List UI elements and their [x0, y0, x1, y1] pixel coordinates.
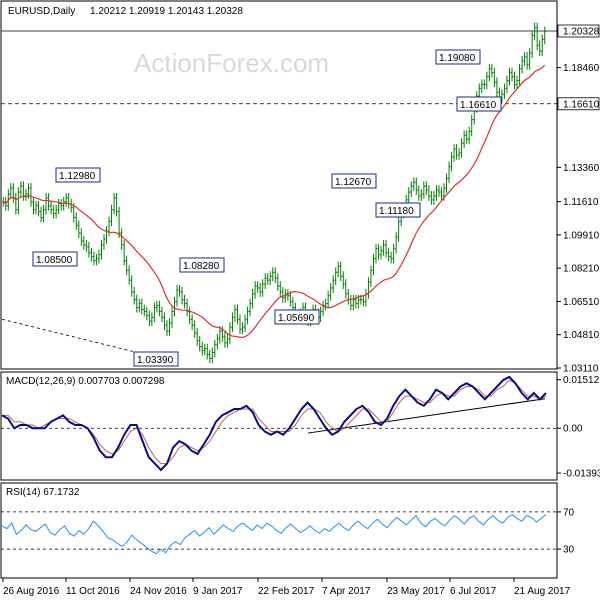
macd-axis-label: -0.013938	[563, 469, 600, 480]
annotation-box	[331, 173, 377, 189]
price-axis-label: 1.06510	[563, 297, 600, 308]
annotation-box	[274, 309, 320, 325]
annotation-label: 1.08280	[183, 261, 220, 272]
price-axis-label: 1.16610	[563, 99, 600, 110]
macd-title: MACD(12,26,9) 0.007703 0.007298	[6, 376, 165, 387]
rsi-indicator: 70 30	[1, 507, 575, 556]
annotation-box	[435, 49, 481, 65]
annotation-label: 1.05690	[278, 313, 315, 324]
rsi-title: RSI(14) 67.1732	[6, 487, 80, 498]
time-axis-label: 24 Nov 2016	[130, 586, 187, 597]
symbol-label: EURUSD,Daily	[8, 6, 75, 17]
annotation-label: 1.08500	[36, 255, 73, 266]
candles	[2, 22, 546, 364]
annotation-box	[456, 96, 502, 112]
rsi-axis-label: 70	[563, 507, 575, 518]
macd-trend-line	[307, 398, 546, 434]
price-axis-label: 1.11610	[563, 197, 599, 208]
macd-signal-line	[2, 379, 547, 465]
price-axis-label: 1.20328	[563, 27, 600, 38]
annotation-box	[32, 251, 78, 267]
time-axis-label: 7 Apr 2017	[322, 586, 371, 597]
price-axis-label: 1.09910	[563, 230, 600, 241]
annotation-label: 1.12670	[335, 177, 372, 188]
price-axis-label: 1.08210	[563, 264, 600, 275]
sma-line	[2, 64, 546, 338]
rsi-panel-frame	[0, 482, 558, 579]
time-axis: 26 Aug 2016 11 Oct 2016 24 Nov 2016 9 Jan 2…	[2, 578, 571, 597]
time-axis-label: 23 May 2017	[387, 586, 445, 597]
annotation-box	[375, 202, 421, 218]
annotation-label: 1.19080	[439, 53, 476, 64]
price-axis-label: 1.03110	[563, 364, 599, 375]
annotation-label: 1.03390	[137, 355, 174, 366]
time-axis-label: 22 Feb 2017	[258, 586, 315, 597]
annotation-box	[179, 257, 225, 273]
annotation-box	[55, 167, 101, 183]
time-axis-label: 6 Jul 2017	[450, 586, 497, 597]
price-level-box	[557, 97, 600, 111]
annotation-box	[133, 351, 179, 367]
macd-axis-label: 0.01512	[563, 375, 600, 386]
moving-average	[2, 64, 546, 338]
macd-axis-label: 0.00	[563, 424, 583, 435]
time-axis-label: 21 Aug 2017	[514, 586, 571, 597]
macd-indicator: 0.01512 0.00 -0.013938	[1, 375, 600, 480]
annotation-label: 1.16610	[460, 100, 497, 111]
price-axis-label: 1.18460	[563, 63, 600, 74]
watermark: ActionForex.com	[134, 48, 329, 78]
time-axis-label: 26 Aug 2016	[3, 586, 60, 597]
rsi-line	[1, 514, 547, 555]
price-annotations: 1.12980 1.08500 1.03390 1.08280 1.05690 1.126…	[32, 49, 502, 367]
annotation-label: 1.11180	[379, 206, 414, 217]
ohlc-label: 1.20212 1.20919 1.20143 1.20328	[90, 6, 243, 17]
time-axis-label: 11 Oct 2016	[66, 586, 120, 597]
rsi-axis-label: 30	[563, 545, 575, 556]
macd-panel-frame	[0, 371, 558, 481]
price-axis: 1.20328 1.18460 1.16610 1.13360 1.11610 1.099…	[557, 24, 600, 375]
price-level-box	[557, 24, 600, 38]
time-axis-label: 9 Jan 2017	[193, 586, 243, 597]
annotation-label: 1.12980	[59, 171, 96, 182]
price-axis-label: 1.13360	[563, 163, 600, 174]
price-axis-label: 1.04810	[563, 330, 600, 341]
macd-line	[1, 375, 547, 472]
